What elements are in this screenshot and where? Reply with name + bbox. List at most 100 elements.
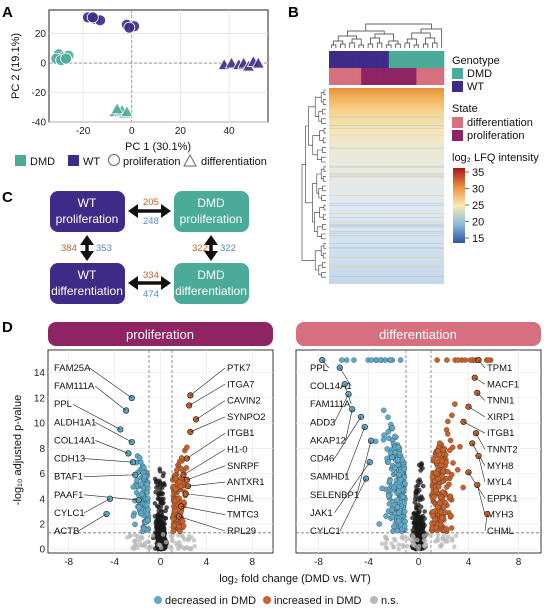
row-dendrogram-branch [322, 176, 326, 182]
volcano-point-decreased [380, 407, 387, 414]
genotype-annotation-cell [356, 51, 362, 68]
genotype-annotation-cell [370, 51, 376, 68]
gene-label: PPL [54, 399, 72, 410]
row-dendrogram-branch [322, 252, 326, 259]
volcano-point-ns [189, 534, 194, 540]
state-annotation-cell [361, 68, 367, 85]
colorbar-tick-label: 20 [472, 217, 484, 229]
gene-label: ITGA7 [227, 379, 254, 390]
volcano-point-decreased [138, 510, 144, 517]
volcano-point-decreased [368, 357, 375, 363]
genotype-annotation-cell [347, 51, 353, 68]
gene-label: SNRPF [227, 461, 259, 472]
gene-label-connector [178, 516, 226, 532]
state-annotation-cell [425, 68, 431, 85]
state-annotation-cell [379, 68, 385, 85]
volcano-point-decreased [145, 517, 151, 524]
gene-label-connector [95, 385, 127, 411]
arrow-left-up-head-icon [80, 235, 94, 245]
panel-a-label: A [2, 4, 13, 21]
volcano-point-ns [161, 471, 166, 476]
gene-label-connector [186, 465, 226, 481]
heatmap-row-stripes [329, 116, 444, 277]
heatmap-row-stripe [329, 173, 444, 175]
volcano-point-increased [449, 412, 455, 418]
volcano-point-decreased [141, 525, 147, 532]
row-dendrogram-branch [322, 185, 326, 192]
pca-point [60, 52, 72, 65]
pca-point [120, 104, 134, 118]
volcano-point-decreased [387, 357, 394, 363]
gene-label: PPL [310, 363, 328, 374]
volcano-point-increased [462, 357, 469, 363]
volcano-point-decreased [136, 455, 143, 461]
pca-x-tick-label: 20 [175, 126, 187, 137]
pca-point [224, 56, 239, 69]
legend-state-differentiation-label: differentiation [467, 117, 533, 129]
count-bottom-up: 334 [143, 270, 159, 281]
column-dendrogram [330, 23, 443, 48]
genotype-annotation-cell [333, 51, 339, 68]
volcano-labeled-point [183, 455, 191, 462]
gene-label: TNNI1 [487, 396, 514, 407]
volcano-point-decreased [402, 508, 408, 515]
heatmap-row-stripe [329, 232, 444, 234]
count-top-up: 205 [143, 197, 159, 208]
gene-label: ADD3 [310, 417, 335, 428]
state-annotation-cell [393, 68, 399, 85]
legend-state-differentiation-swatch [452, 117, 463, 128]
state-annotation-cell [430, 68, 436, 85]
volcano-point-decreased [141, 473, 148, 480]
node-wt-differentiation [50, 263, 125, 304]
gene-label: FAM111A [310, 399, 351, 410]
volcano-point-increased [448, 513, 454, 519]
gene-label: TMTC3 [227, 510, 259, 521]
volcano-point-increased [445, 469, 451, 475]
pca-y-tick-label: 0 [40, 59, 46, 70]
volcano-point-ns [158, 545, 164, 551]
gene-label: CYLC1 [54, 508, 85, 519]
heatmap-row-stripe [329, 116, 444, 118]
volcano-point-decreased [402, 480, 408, 487]
facet-title-differentiation: differentiation [379, 327, 457, 342]
pca-point [123, 21, 136, 34]
state-annotation-cell [388, 68, 394, 85]
state-annotation-cell [384, 68, 390, 85]
volcano-point-increased [450, 460, 456, 466]
volcano-point-ns [157, 478, 162, 484]
volcano-point-ns [150, 533, 156, 538]
column-dendrogram-branch [422, 43, 429, 48]
volcano-labeled-point [128, 438, 135, 446]
genotype-annotation-cell [352, 51, 357, 68]
pca-plot: -20 0 20 40 -40 -20 0 20 PC 1 (30.1%) PC 2 (19.… [10, 9, 269, 153]
volcano-point-decreased [391, 464, 398, 471]
volcano-point-ns [445, 538, 450, 544]
volcano-point-ns [142, 544, 148, 549]
genotype-annotation-cell [421, 51, 426, 68]
volcano-point-increased [467, 357, 474, 363]
legend-increased-label: increased in DMD [274, 595, 361, 607]
volcano-point-decreased [381, 432, 387, 438]
volcano-plot-differentiation: -8 -4 0 4 8 PPL COL14A1 FAM111A ADD3 AKAP12 CD46 SA… [295, 349, 542, 568]
state-annotation-cell [421, 68, 426, 85]
volcano-point-ns [415, 528, 421, 534]
volcano-point-decreased [138, 481, 144, 487]
genotype-annotation-cell [425, 51, 431, 68]
row-dendrogram-branch [320, 168, 324, 180]
volcano-point-ns [160, 532, 166, 537]
genotype-annotation-cell [379, 51, 385, 68]
gene-label: COL14A1 [310, 381, 352, 392]
volcano-point-increased [171, 497, 178, 504]
volcano-point-decreased [396, 509, 402, 516]
genotype-annotation-bar [329, 51, 445, 68]
volcano-point-decreased [144, 481, 150, 487]
volcano-point-decreased [139, 491, 145, 497]
heatmap-row-stripe [329, 205, 444, 206]
volcano-point-ns [420, 483, 426, 489]
legend-proliferation-label: proliferation [123, 156, 180, 168]
colorbar-tick-label: 25 [472, 200, 484, 212]
volcano-point-ns [156, 491, 162, 497]
volcano-point-increased [447, 493, 453, 500]
heatmap-row-stripe [329, 231, 444, 233]
row-dendrogram-branch [323, 204, 326, 211]
